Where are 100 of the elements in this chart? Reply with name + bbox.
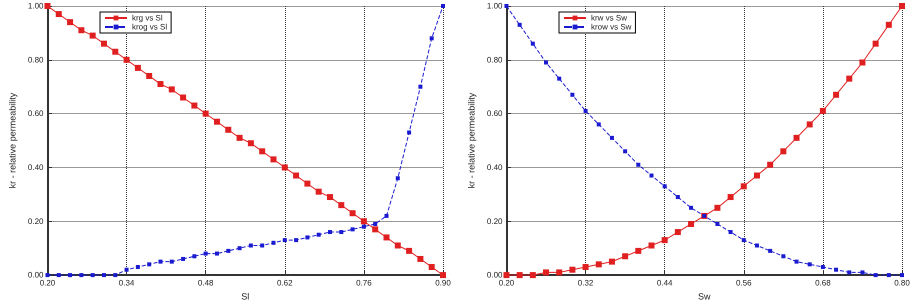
x-tick-label: 0.80	[894, 278, 910, 288]
point	[124, 268, 129, 272]
point	[204, 252, 208, 256]
point	[383, 234, 390, 240]
point	[728, 230, 733, 234]
point	[650, 174, 654, 178]
point	[180, 94, 186, 100]
point	[714, 204, 720, 211]
point	[328, 230, 332, 234]
point	[428, 264, 435, 270]
point	[569, 266, 576, 273]
point	[45, 273, 50, 278]
point	[304, 180, 310, 187]
point	[754, 172, 760, 179]
point	[728, 194, 734, 200]
point	[780, 148, 786, 154]
point	[316, 188, 322, 195]
point	[689, 206, 694, 210]
point	[225, 126, 232, 133]
point	[820, 108, 826, 114]
point	[100, 40, 107, 47]
point	[596, 261, 602, 268]
y-tick-label: 0.80	[28, 55, 44, 64]
point	[504, 4, 508, 8]
point	[350, 227, 355, 232]
point	[214, 118, 220, 125]
point	[260, 244, 264, 248]
point	[236, 134, 243, 141]
point	[373, 222, 378, 226]
point	[350, 210, 356, 216]
point	[530, 272, 536, 278]
point	[394, 242, 401, 248]
y-tick-label: 1.00	[28, 2, 44, 10]
point	[226, 248, 230, 253]
point	[259, 148, 266, 154]
point	[68, 273, 72, 278]
point	[192, 254, 196, 258]
point	[715, 222, 720, 226]
point	[794, 260, 799, 264]
point	[136, 265, 140, 270]
point	[90, 32, 96, 39]
y-tick-label: 0.60	[486, 109, 504, 118]
legend-label: krog vs Sl	[132, 22, 168, 32]
point	[282, 164, 288, 170]
point	[44, 3, 50, 9]
point	[635, 248, 642, 254]
point	[56, 273, 61, 278]
legend-label: krg vs Sl	[132, 14, 163, 22]
point	[440, 272, 446, 278]
point	[820, 265, 825, 270]
point	[112, 48, 118, 55]
point	[648, 242, 654, 248]
x-tick-label: 0.62	[277, 278, 294, 288]
point	[316, 232, 321, 237]
point	[168, 86, 175, 92]
point	[556, 269, 562, 276]
point	[518, 22, 522, 27]
point	[147, 262, 152, 266]
point	[872, 40, 879, 47]
point	[622, 253, 628, 260]
point	[794, 134, 800, 141]
point	[282, 238, 287, 242]
point	[570, 92, 574, 97]
point	[430, 36, 434, 40]
point	[834, 268, 838, 272]
point	[362, 224, 366, 229]
point	[191, 102, 198, 109]
x-tick-label: 0.48	[198, 278, 214, 288]
x-tick-label: 0.32	[578, 278, 594, 288]
point	[158, 260, 162, 264]
y-tick-label: 0.80	[486, 55, 504, 64]
point	[248, 140, 254, 146]
x-axis-title: Sw	[698, 292, 711, 302]
point	[754, 244, 759, 248]
y-tick-label: 0.40	[486, 162, 504, 172]
point	[846, 76, 852, 82]
point	[544, 60, 548, 65]
y-tick-label: 1.00	[486, 2, 504, 10]
point	[503, 272, 510, 278]
point	[808, 262, 812, 266]
y-tick-label: 0.00	[486, 270, 504, 280]
x-tick-label: 0.56	[736, 278, 752, 288]
point	[543, 269, 550, 276]
point	[860, 270, 864, 274]
point	[134, 64, 141, 71]
legend-label: krw vs Sw	[591, 14, 628, 22]
point	[516, 272, 523, 278]
point	[271, 240, 276, 245]
point	[674, 229, 681, 236]
point	[79, 273, 84, 278]
point	[418, 84, 422, 89]
point	[170, 260, 174, 264]
point	[417, 256, 424, 262]
point	[90, 273, 95, 278]
point	[582, 264, 589, 270]
point	[847, 270, 852, 274]
x-tick-label: 0.20	[498, 278, 515, 288]
legend-label: krow vs Sw	[591, 22, 632, 32]
point	[900, 273, 904, 278]
point	[676, 195, 680, 200]
